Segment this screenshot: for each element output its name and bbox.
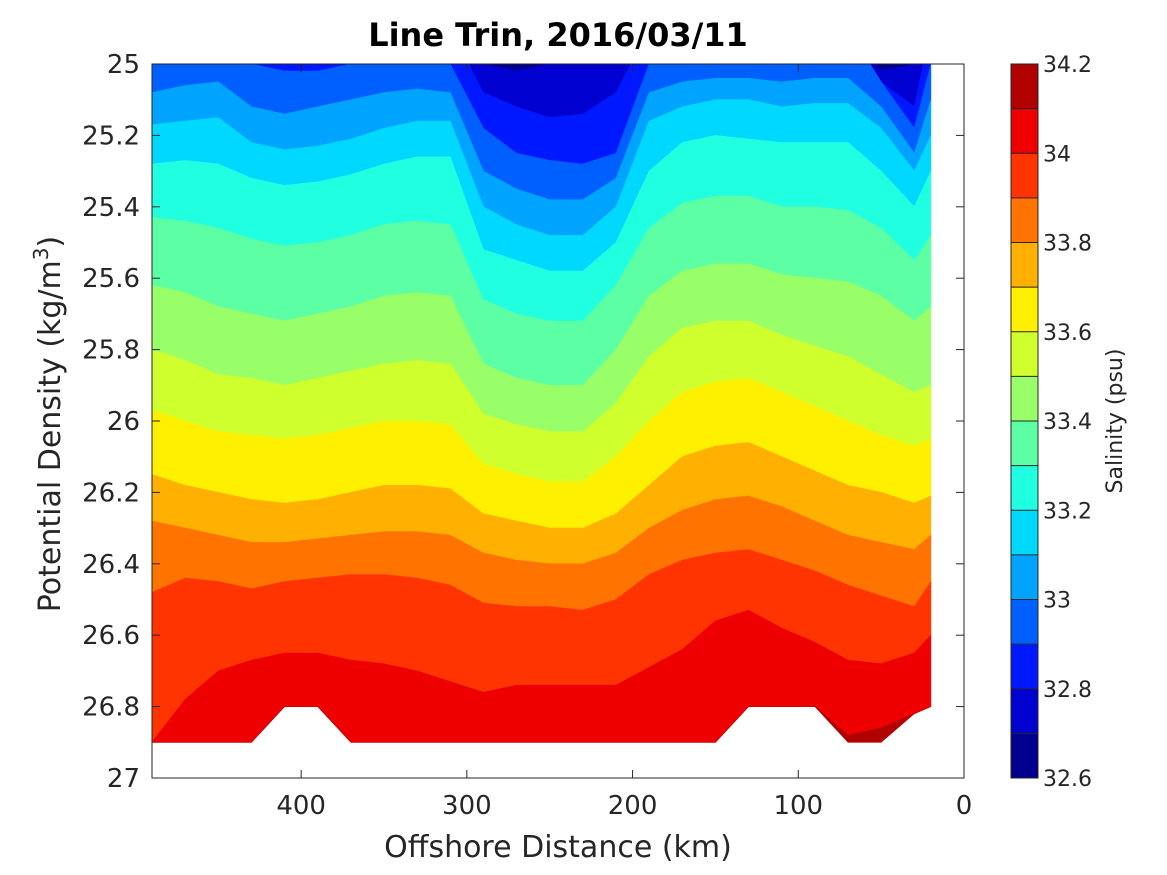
y-tick-label: 26 [107, 407, 140, 437]
colorbar-swatch [1011, 644, 1038, 690]
colorbar-label: Salinity (psu) [1103, 349, 1128, 494]
salinity-band [468, 64, 924, 118]
colorbar: 32.6 32.8 33 33.2 33.4 33.6 33.8 34 34.2 [1010, 53, 1092, 792]
x-tick-label: 100 [773, 791, 823, 821]
y-tick-label: 25.2 [82, 121, 140, 151]
y-axis-label: Potential Density (kg/m3) [29, 236, 68, 612]
colorbar-swatch [1011, 376, 1038, 422]
colorbar-swatch [1011, 599, 1038, 645]
colorbar-tick-label: 34 [1043, 142, 1071, 167]
y-tick-label: 26.2 [82, 478, 140, 508]
colorbar-swatch [1011, 197, 1038, 243]
y-tick-label: 27 [107, 764, 140, 794]
colorbar-tick-label: 33.6 [1043, 321, 1092, 346]
colorbar-tick-label: 34.2 [1043, 53, 1092, 78]
colorbar-swatch [1011, 153, 1038, 199]
x-tick-label: 0 [956, 791, 973, 821]
colorbar-swatch [1011, 331, 1038, 377]
colorbar-swatch [1011, 421, 1038, 467]
colorbar-tick-label: 33 [1043, 589, 1071, 614]
chart-title: Line Trin, 2016/03/11 [368, 16, 748, 54]
y-tick-label: 25.6 [82, 264, 140, 294]
colorbar-swatch [1011, 554, 1038, 600]
colorbar-swatch [1011, 465, 1038, 511]
contour-bands [152, 64, 932, 743]
y-tick-label: 26.8 [82, 693, 140, 723]
colorbar-swatch [1011, 108, 1038, 154]
colorbar-swatch [1011, 733, 1038, 779]
colorbar-swatch [1011, 287, 1038, 333]
y-tick-label: 25.8 [82, 336, 140, 366]
colorbar-tick-label: 33.4 [1043, 410, 1092, 435]
x-tick-label: 300 [442, 791, 492, 821]
x-tick-label: 400 [276, 791, 326, 821]
salinity-band [152, 706, 932, 743]
colorbar-tick-label: 32.6 [1043, 767, 1092, 792]
x-axis-ticks: 400 300 200 100 0 [276, 64, 972, 821]
y-axis-label-superscript: 3 [29, 247, 53, 260]
y-tick-label: 26.4 [82, 550, 140, 580]
x-tick-label: 200 [608, 791, 658, 821]
y-tick-label: 25 [107, 50, 140, 80]
colorbar-tick-label: 32.8 [1043, 678, 1092, 703]
colorbar-swatch [1011, 64, 1038, 110]
colorbar-swatch [1011, 242, 1038, 288]
x-axis-label: Offshore Distance (km) [384, 830, 732, 865]
salinity-band [250, 64, 932, 165]
colorbar-swatch [1011, 510, 1038, 556]
y-axis-ticks: 25 25.2 25.4 25.6 25.8 26 26.2 26.4 26.6 26.8 27 [82, 50, 964, 794]
colorbar-tick-label: 33.2 [1043, 499, 1092, 524]
colorbar-swatch [1011, 688, 1038, 734]
salinity-band [482, 64, 915, 72]
colorbar-tick-label: 33.8 [1043, 232, 1092, 257]
y-tick-label: 25.4 [82, 193, 140, 223]
y-tick-label: 26.6 [82, 621, 140, 651]
